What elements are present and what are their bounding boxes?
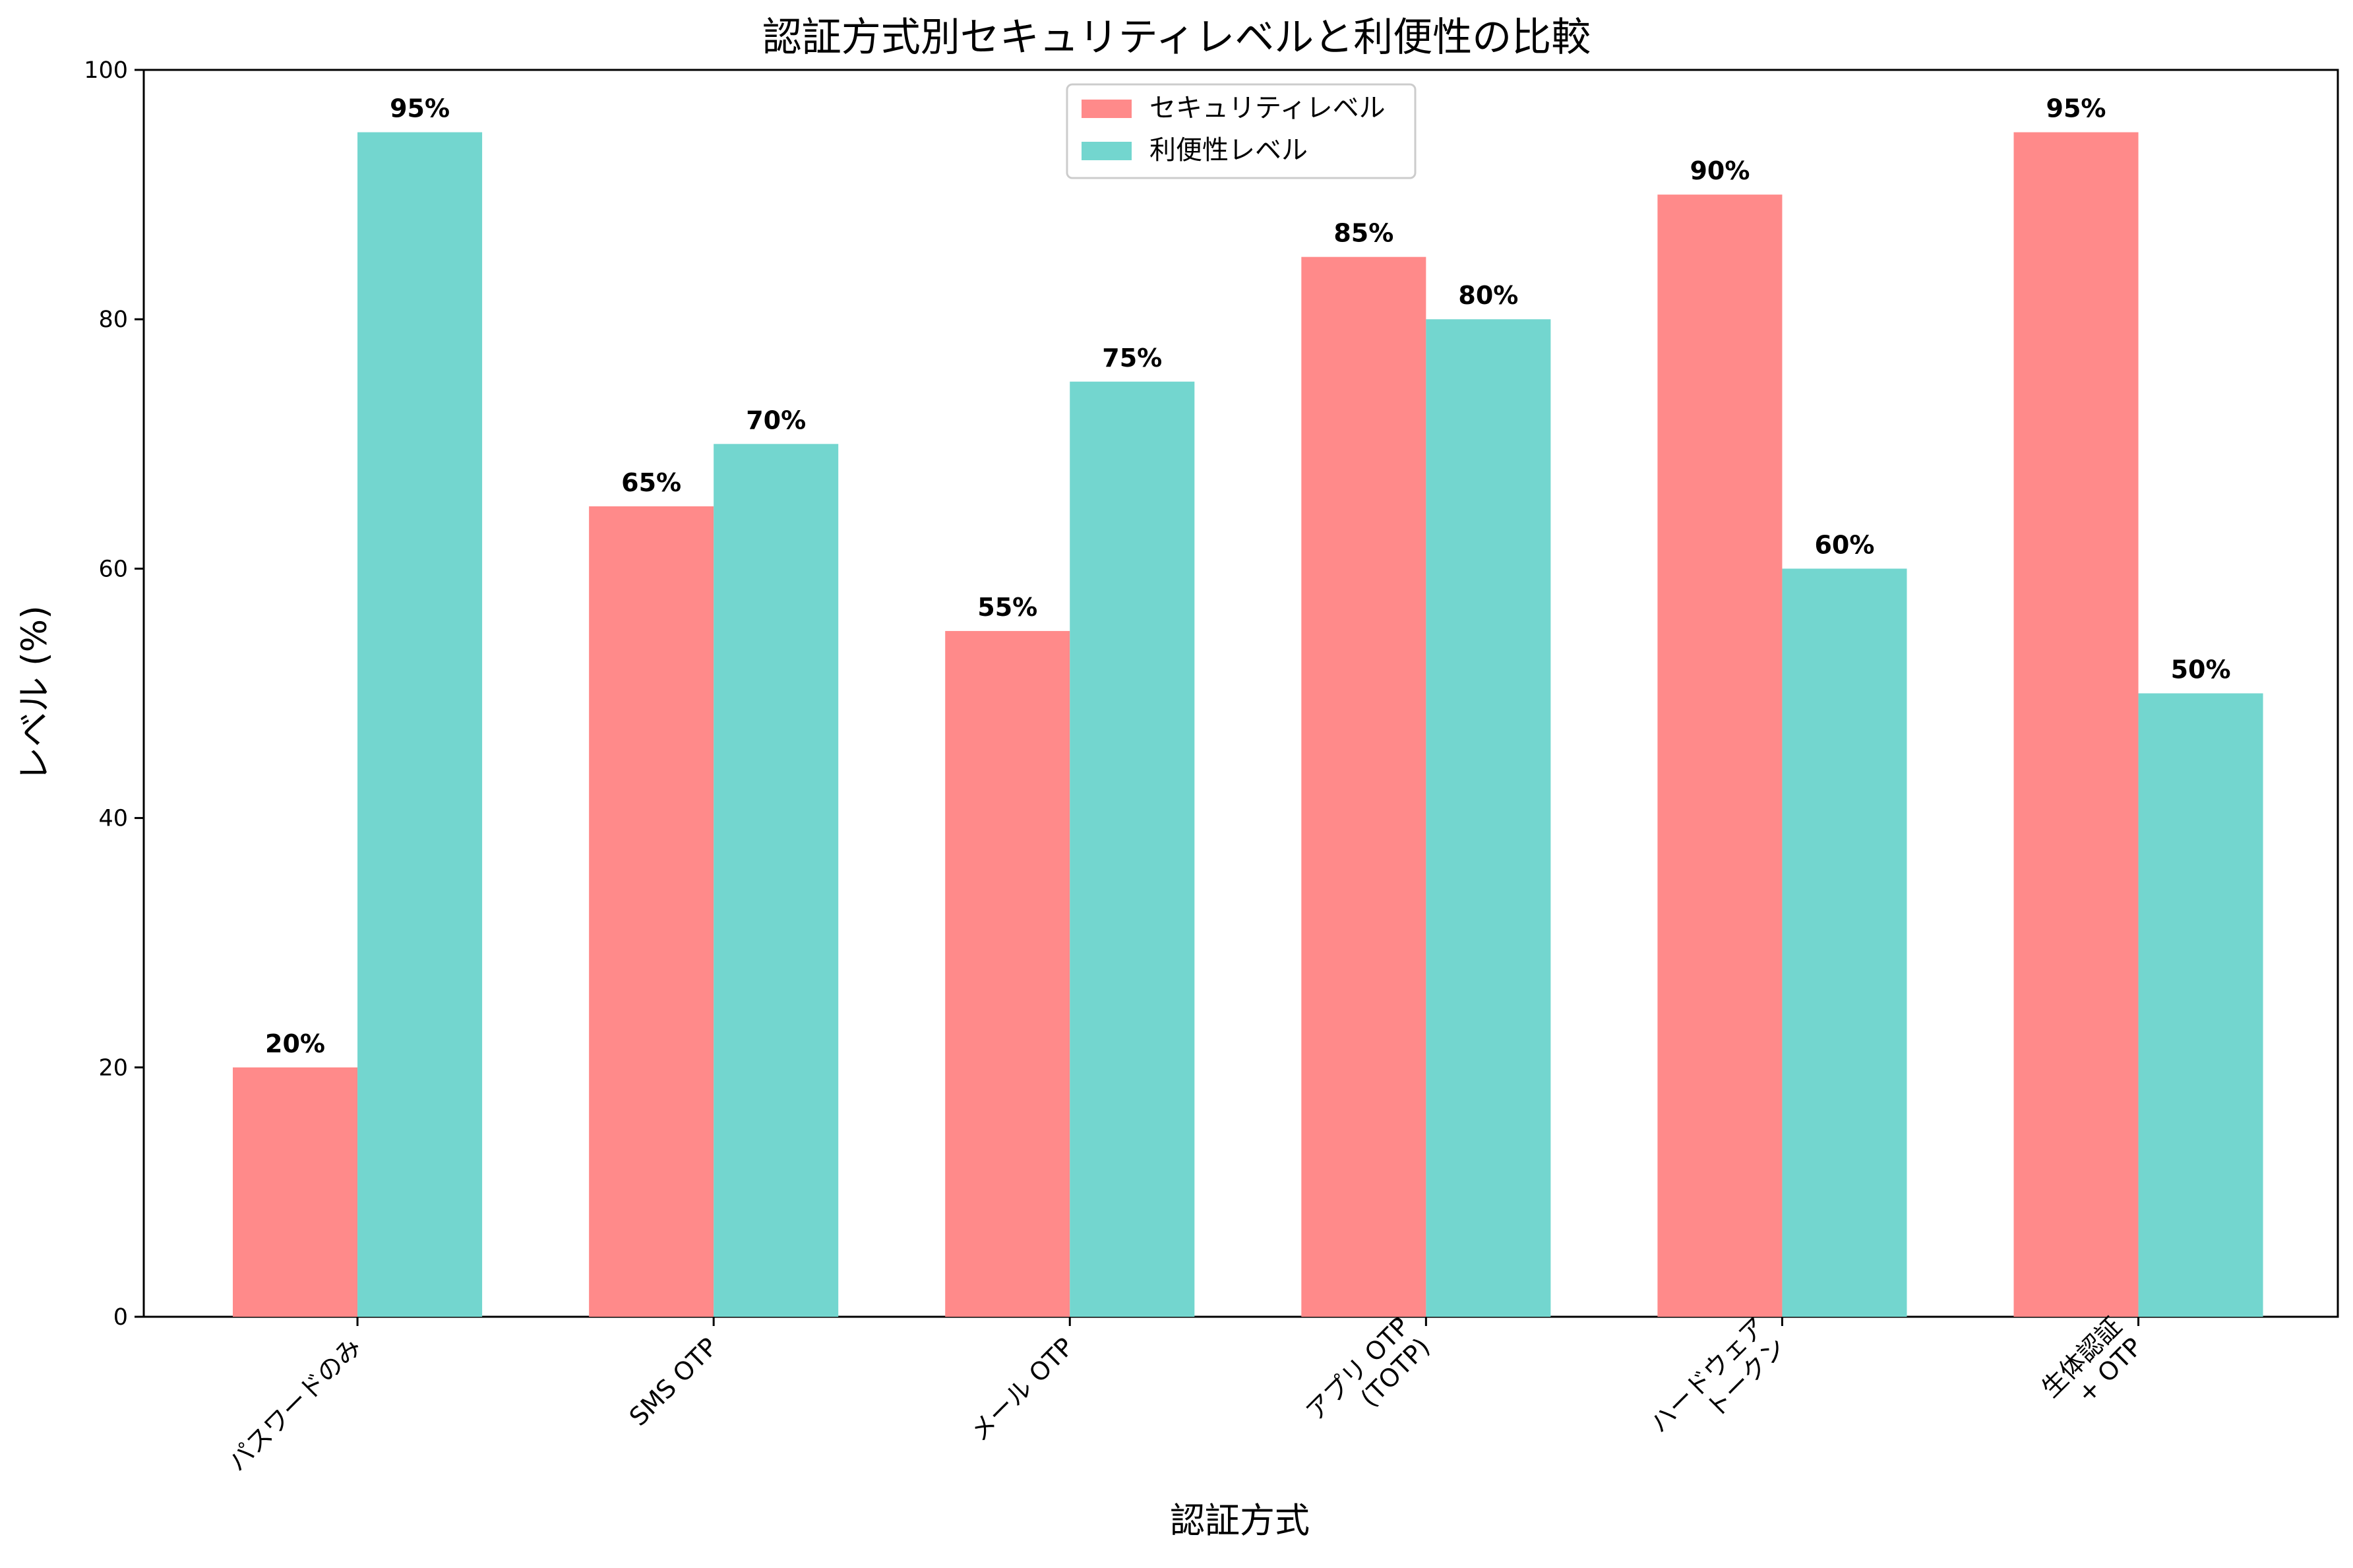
security-bar [945, 630, 1070, 1317]
y-tick-label: 20 [98, 1055, 128, 1081]
y-tick-label: 60 [98, 556, 128, 582]
usability-value-label: 50% [2171, 655, 2231, 684]
security-value-label: 85% [1333, 219, 1393, 248]
y-tick-label: 40 [98, 806, 128, 832]
security-bar [1301, 256, 1426, 1317]
legend-swatch-security [1082, 100, 1132, 118]
usability-value-label: 60% [1814, 530, 1874, 559]
usability-value-label: 80% [1458, 281, 1518, 310]
x-tick-label: アプリ OTP(TOTP) [1300, 1312, 1436, 1447]
security-value-label: 90% [1690, 156, 1750, 185]
x-axis: パスワードのみ SMS OTP メール OTP アプリ OTP(TOTP) ハードウェア… [222, 1312, 2148, 1476]
legend-box [1066, 83, 1417, 179]
security-value-label: 65% [621, 468, 681, 497]
x-axis-title: 認証方式 [1170, 1501, 1310, 1541]
security-bar [233, 1067, 358, 1317]
x-tick-label: ハードウェアトークン [1644, 1312, 1791, 1459]
x-tick-label: メール OTP [965, 1332, 1080, 1447]
x-tick-label: パスワードのみ [222, 1332, 367, 1476]
y-axis: 0 20 40 60 80 100 [84, 57, 144, 1331]
usability-bar [1782, 568, 1907, 1317]
security-bar [2013, 132, 2139, 1317]
usability-bar [714, 444, 839, 1317]
usability-bar [2138, 693, 2263, 1317]
usability-value-label: 75% [1102, 344, 1162, 373]
security-value-label: 95% [2046, 94, 2106, 123]
y-tick-label: 0 [113, 1304, 128, 1331]
usability-bar [1426, 319, 1551, 1317]
y-tick-label: 100 [84, 57, 128, 84]
legend-swatch-usability [1082, 142, 1132, 160]
plot-area [142, 69, 2339, 1318]
security-value-label: 55% [977, 593, 1037, 622]
x-tick-label: 生体認証+ OTP [2036, 1312, 2148, 1424]
legend-label-security: セキュリティレベル [1149, 93, 1386, 123]
legend-label-usability: 利便性レベル [1149, 135, 1308, 166]
plot-frame [142, 69, 2339, 1318]
chart-title: 認証方式別セキュリティレベルと利便性の比較 [762, 15, 1591, 61]
security-bar [1657, 195, 1783, 1317]
y-tick-label: 80 [98, 307, 128, 333]
security-bar [589, 506, 714, 1317]
usability-value-label: 95% [390, 94, 450, 123]
y-axis-title: レベル (%) [15, 605, 55, 782]
x-tick-label: SMS OTP [624, 1332, 723, 1432]
security-value-label: 20% [265, 1029, 325, 1058]
usability-bar [357, 132, 483, 1317]
data-label-group: 20% 95% 65% 70% 55% 75% 85% 80% 90% 60% 95% 50% [265, 94, 2230, 1058]
bar-group [233, 132, 2263, 1317]
usability-bar [1070, 381, 1195, 1317]
usability-value-label: 70% [746, 406, 806, 435]
